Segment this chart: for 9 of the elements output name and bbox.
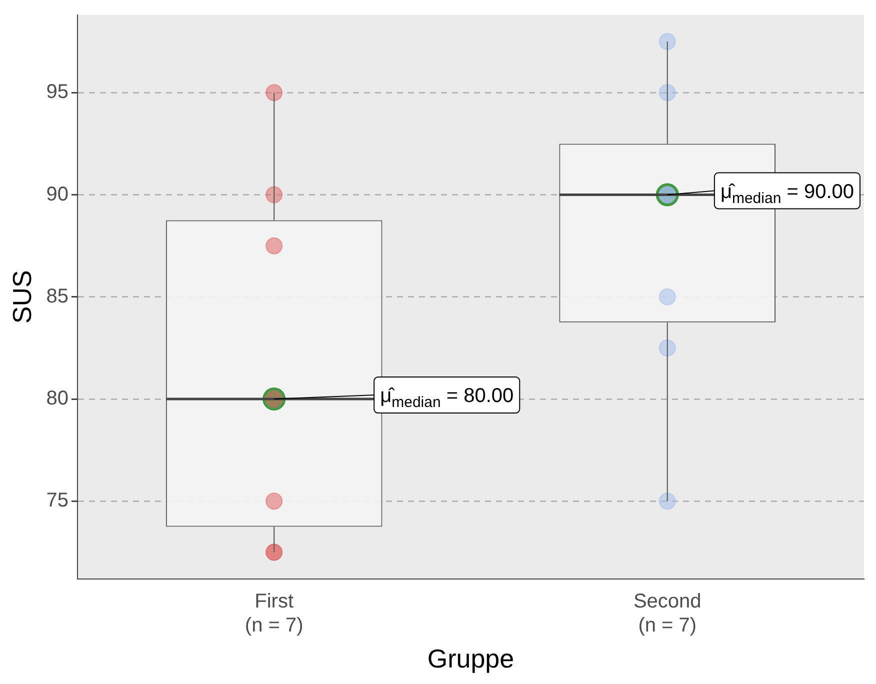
y-tick-label: 75 — [46, 490, 68, 512]
y-tick-label: 90 — [46, 183, 68, 206]
y-axis-title: SUS — [6, 270, 37, 324]
x-tick-label: Second (n = 7) — [633, 590, 702, 636]
y-tick-label: 95 — [46, 81, 68, 104]
y-tick-label: 85 — [46, 285, 68, 308]
y-tick-label: 80 — [46, 388, 68, 410]
x-tick-label: First (n = 7) — [244, 590, 304, 636]
x-axis-title: Gruppe — [427, 644, 514, 674]
